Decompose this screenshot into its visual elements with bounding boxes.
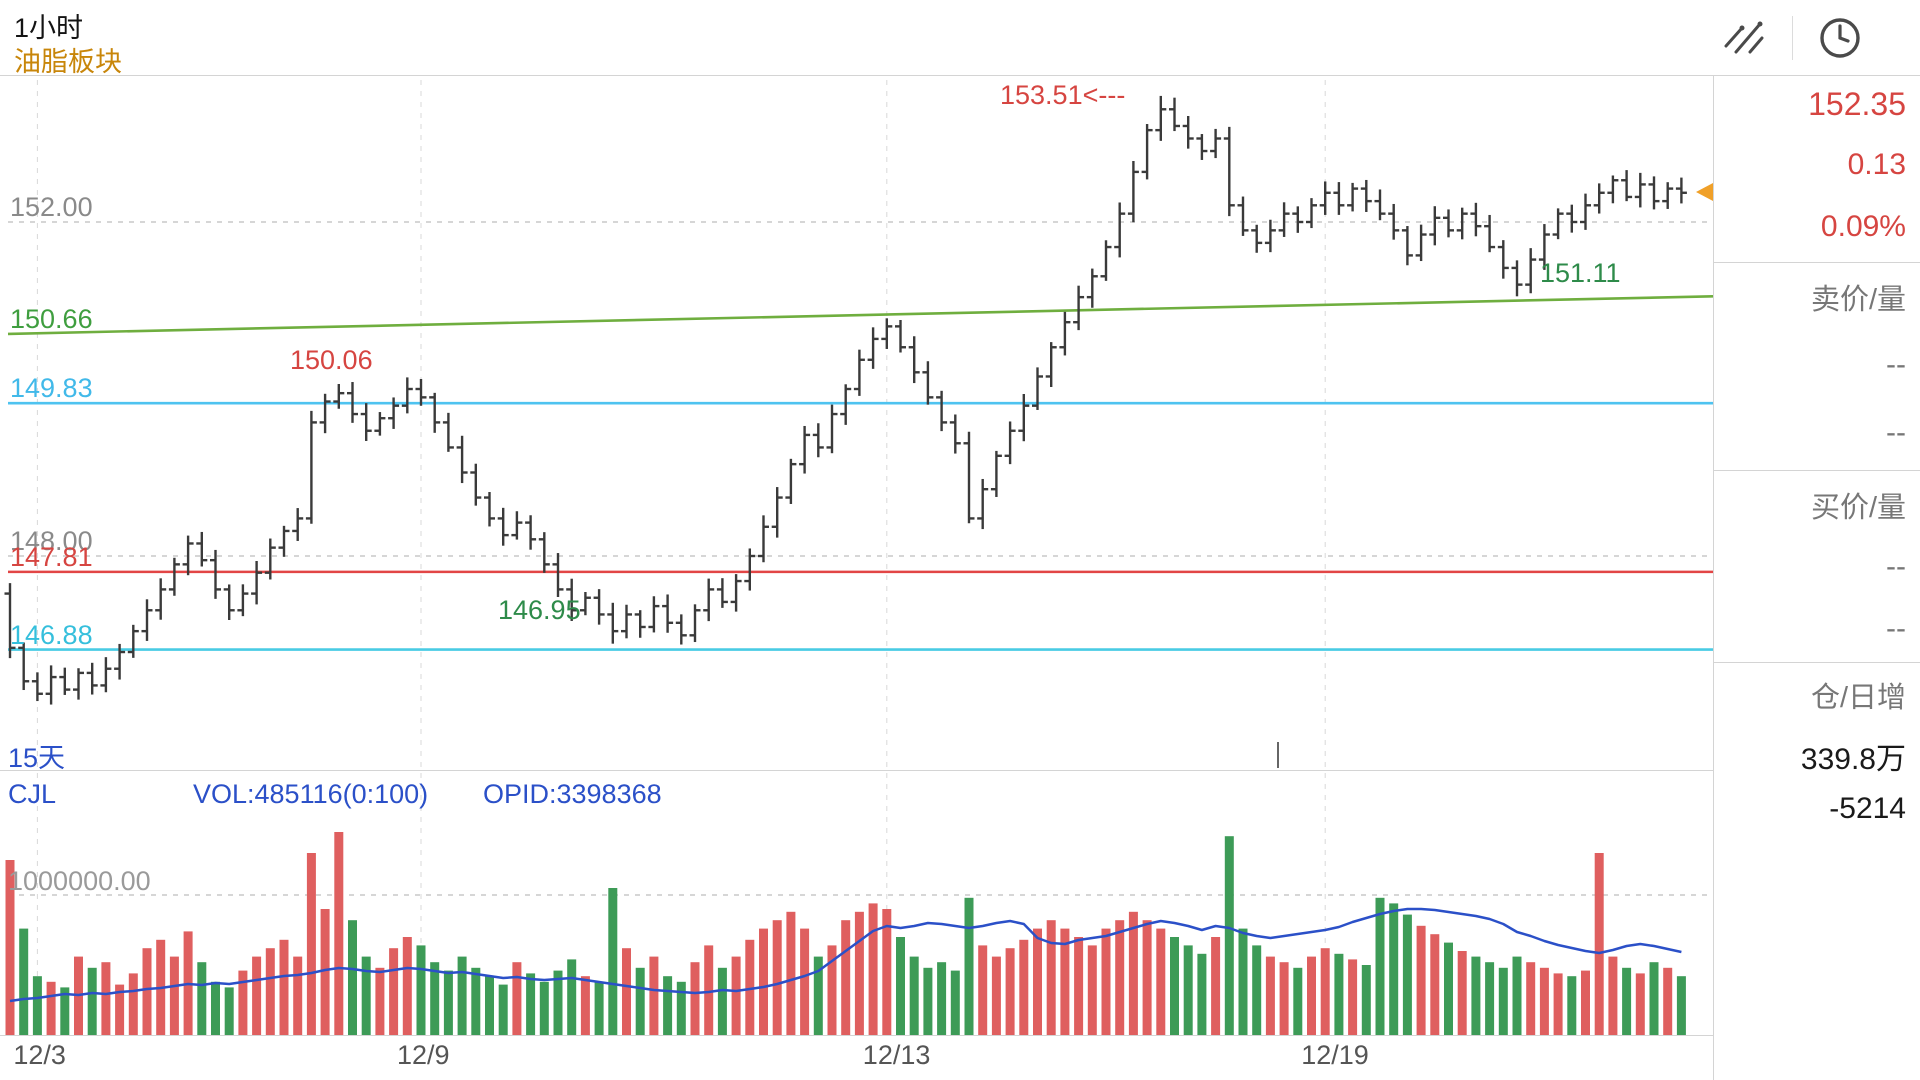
- header-border: [0, 75, 1920, 76]
- quote-panel-divider-2: [1713, 470, 1920, 471]
- ask-section-label: 卖价/量: [1810, 284, 1906, 316]
- indicator-label-vol[interactable]: VOL:485116(0:100): [193, 779, 429, 809]
- position-section-label: 仓/日增: [1810, 682, 1906, 714]
- indicator-label-cjl[interactable]: CJL: [8, 779, 57, 809]
- x-axis-border: [0, 1035, 1713, 1036]
- price-volume-chart[interactable]: [0, 75, 1713, 1035]
- quote-panel-divider-3: [1713, 662, 1920, 663]
- position-total: 339.8万: [1800, 743, 1906, 776]
- x-axis-tick-label: 12/19: [1301, 1040, 1369, 1070]
- quote-panel-divider-1: [1713, 262, 1920, 263]
- x-axis-tick-label: 12/9: [397, 1040, 450, 1070]
- position-daily-change: -5214: [1829, 792, 1906, 825]
- toolbar-divider: [1792, 16, 1793, 60]
- toolbar: [1720, 14, 1890, 64]
- current-price-arrow: [1696, 183, 1713, 201]
- ask-row-2: --: [1886, 416, 1906, 449]
- bid-section-label: 买价/量: [1810, 492, 1906, 524]
- indicator-label-opid[interactable]: OPID:3398368: [483, 779, 662, 809]
- timeframe-label[interactable]: 1小时: [14, 13, 84, 43]
- x-axis-tick-label: 12/13: [862, 1040, 931, 1070]
- range-label[interactable]: 15天: [8, 743, 66, 773]
- price-change-percent: 0.09%: [1820, 210, 1906, 243]
- main-volume-divider: [0, 770, 1713, 771]
- x-axis-tick-label: 12/3: [13, 1040, 66, 1070]
- price-change: 0.13: [1847, 148, 1906, 181]
- quote-panel-border: [1713, 75, 1714, 1080]
- volume-gridline-label: 1000000.00: [8, 866, 151, 896]
- last-price: 152.35: [1808, 86, 1906, 122]
- cursor-tick: [1277, 742, 1279, 768]
- ask-row-1: --: [1886, 348, 1906, 381]
- clock-icon[interactable]: [1816, 14, 1864, 67]
- symbol-label[interactable]: 油脂板块: [14, 47, 122, 77]
- bid-row-2: --: [1886, 612, 1906, 645]
- bid-row-1: --: [1886, 550, 1906, 583]
- trend-lines-icon[interactable]: [1720, 14, 1768, 65]
